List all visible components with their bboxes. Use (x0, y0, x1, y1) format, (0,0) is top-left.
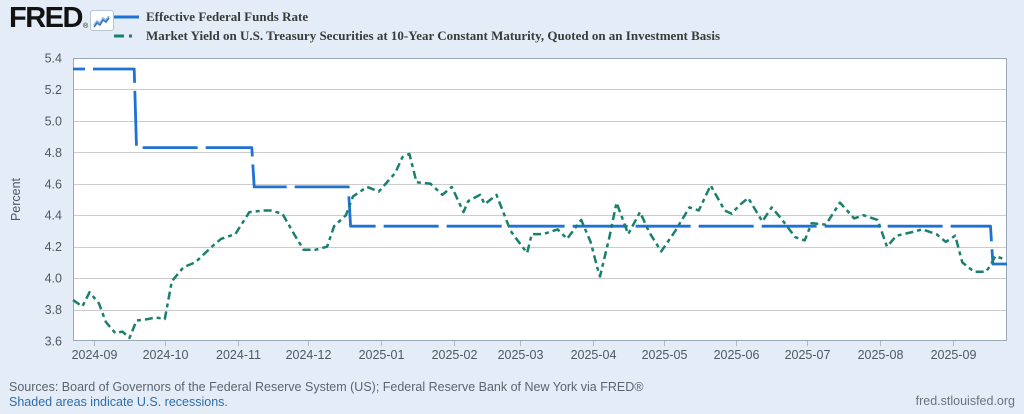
y-tick-label: 4.4 (45, 209, 62, 223)
sources-text: Sources: Board of Governors of the Feder… (9, 380, 644, 394)
x-tick-label: 2025-07 (785, 348, 831, 362)
x-tick-label: 2024-09 (72, 348, 118, 362)
x-tick-label: 2025-05 (642, 348, 688, 362)
effr-series-line (73, 67, 1007, 266)
fred-logo-text: FRED (9, 2, 83, 34)
y-tick-label: 5.0 (45, 114, 62, 128)
x-tick-label: 2025-08 (858, 348, 904, 362)
fred-url-link[interactable]: fred.stlouisfed.org (915, 394, 1015, 408)
x-tick-label: 2025-01 (359, 348, 405, 362)
fred-logo[interactable]: FRED ® (9, 2, 115, 34)
chart-legend: Effective Federal Funds Rate Market Yiel… (113, 7, 720, 45)
legend-label-10y-treasury: Market Yield on U.S. Treasury Securities… (146, 27, 721, 43)
x-tick-label: 2025-04 (571, 348, 617, 362)
y-tick-label: 4.6 (45, 177, 62, 191)
treasury-series-line (72, 152, 1005, 340)
chart-footer: Sources: Board of Governors of the Feder… (9, 380, 643, 409)
legend-label-effr: Effective Federal Funds Rate (146, 8, 309, 24)
y-tick-label: 4.2 (45, 240, 62, 254)
x-tick-label: 2024-12 (286, 348, 332, 362)
plot-background (73, 58, 1007, 341)
y-axis-title: Percent (9, 177, 23, 221)
y-tick-label: 3.6 (45, 335, 62, 349)
rate-chart-plot: 3.6 3.8 4.0 4.2 4.4 4.6 4.8 5.0 5.2 5.4 2024-09 202… (9, 52, 1007, 362)
x-tick-label: 2024-10 (143, 348, 189, 362)
legend-item-effr[interactable]: Effective Federal Funds Rate (113, 7, 720, 26)
sparkline-icon (90, 10, 115, 31)
x-tick-label: 2024-11 (216, 348, 261, 362)
x-tick-label: 2025-09 (931, 348, 977, 362)
plot-border (73, 58, 1007, 341)
y-tick-label: 4.8 (45, 146, 62, 160)
x-tick-label: 2025-03 (498, 348, 544, 362)
y-tick-label: 5.4 (45, 52, 62, 66)
y-tick-label: 5.2 (45, 83, 62, 97)
y-tick-label: 3.8 (45, 303, 62, 317)
x-tick-label: 2025-02 (432, 348, 478, 362)
legend-item-10y-treasury[interactable]: Market Yield on U.S. Treasury Securities… (113, 26, 720, 45)
y-tick-label: 4.0 (45, 272, 62, 286)
registered-mark: ® (82, 23, 89, 30)
recessions-link[interactable]: Shaded areas indicate U.S. recessions. (9, 394, 228, 409)
x-tick-label: 2025-06 (714, 348, 760, 362)
